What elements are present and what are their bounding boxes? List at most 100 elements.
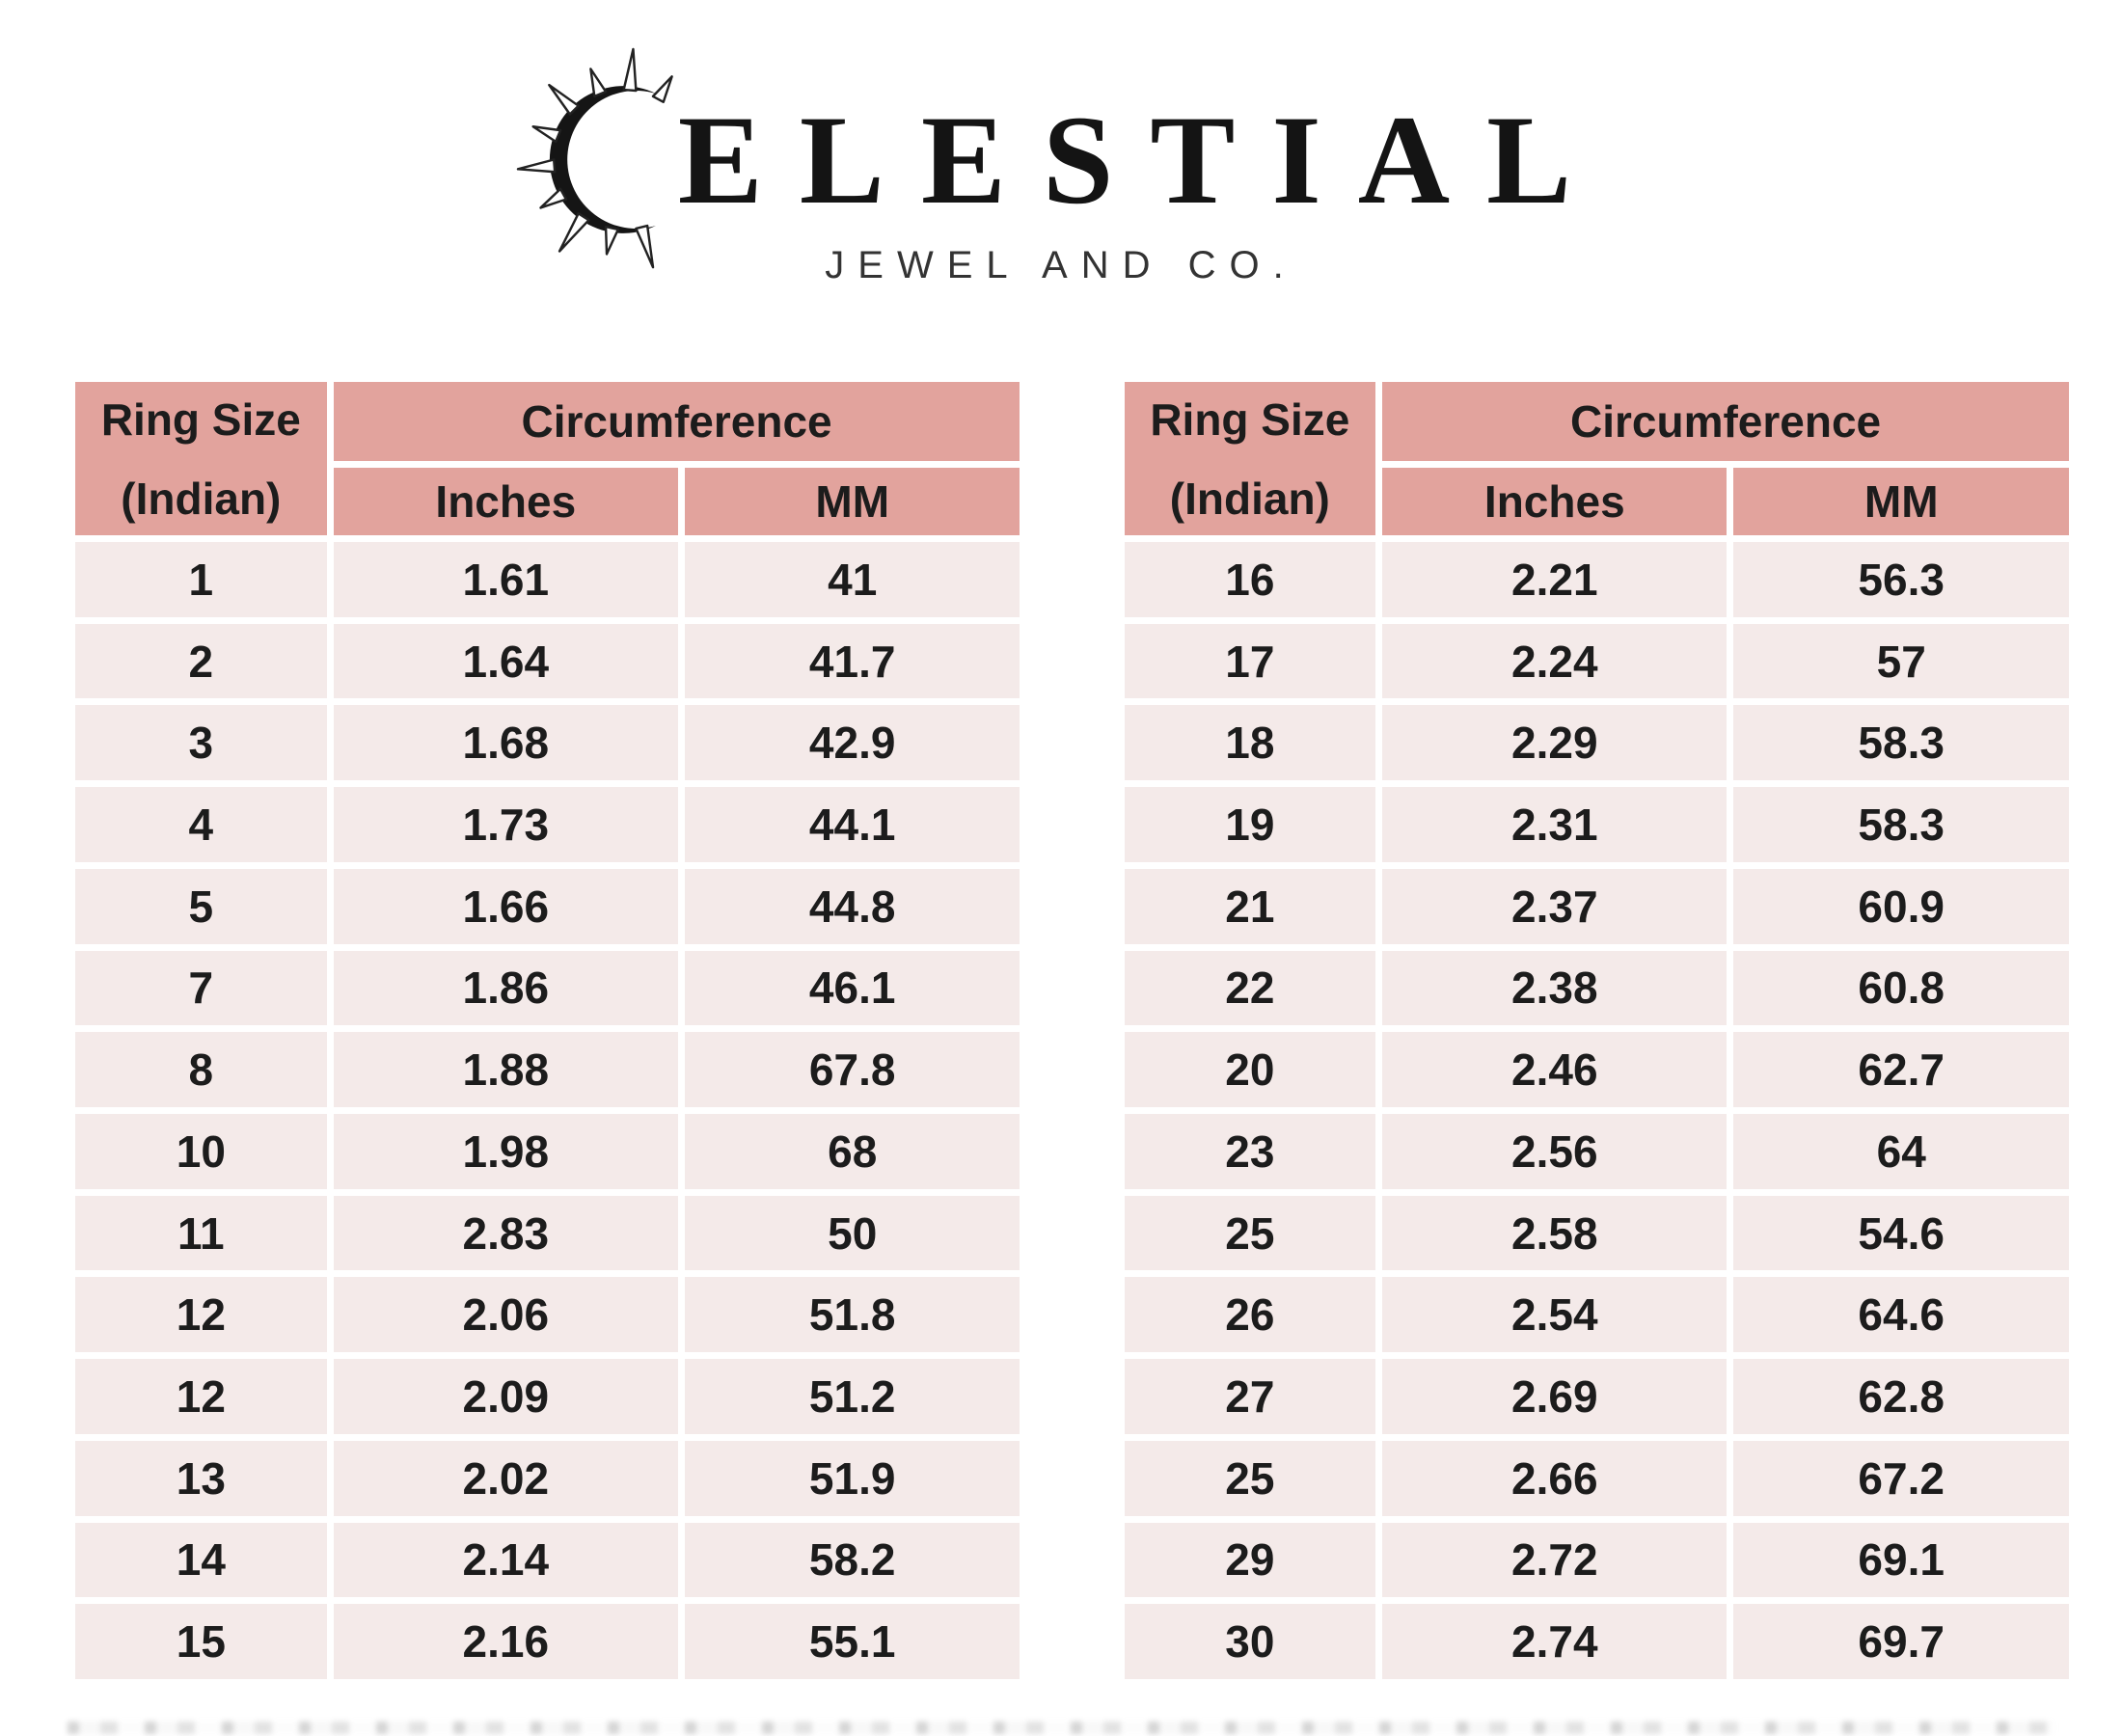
mm-cell: 44.8 — [684, 868, 1020, 944]
mm-cell: 62.7 — [1733, 1032, 2069, 1107]
ring-size-cell: 8 — [75, 1032, 327, 1107]
mm-cell: 54.6 — [1733, 1195, 2069, 1271]
ring-size-table-right: Ring Size (Indian) Circumference Inches … — [1124, 382, 2069, 1679]
ring-size-cell: 25 — [1124, 1195, 1376, 1271]
inches-cell: 2.74 — [1382, 1604, 1728, 1679]
column-header-inches: Inches — [1382, 468, 1728, 535]
mm-cell: 55.1 — [684, 1604, 1020, 1679]
mm-cell: 64.6 — [1733, 1277, 2069, 1353]
ring-size-cell: 13 — [75, 1440, 327, 1516]
inches-cell: 1.64 — [333, 623, 678, 699]
mm-cell: 58.3 — [1733, 705, 2069, 781]
inches-cell: 1.66 — [333, 868, 678, 944]
column-header-ring-size: Ring Size (Indian) — [75, 382, 327, 535]
inches-cell: 1.88 — [333, 1032, 678, 1107]
ring-size-cell: 22 — [1124, 950, 1376, 1026]
column-header-mm: MM — [1733, 468, 2069, 535]
ring-size-cell: 30 — [1124, 1604, 1376, 1679]
inches-cell: 2.24 — [1382, 623, 1728, 699]
inches-cell: 2.56 — [1382, 1114, 1728, 1189]
mm-cell: 51.2 — [684, 1359, 1020, 1434]
brand-subtitle: JEWEL AND CO. — [825, 244, 1297, 286]
inches-cell: 2.09 — [333, 1359, 678, 1434]
ring-size-table-left: Ring Size (Indian) Circumference Inches … — [75, 382, 1020, 1679]
inches-cell: 2.66 — [1382, 1440, 1728, 1516]
inches-cell: 2.72 — [1382, 1522, 1728, 1598]
ring-size-cell: 14 — [75, 1522, 327, 1598]
mm-cell: 60.9 — [1733, 868, 2069, 944]
ring-size-cell: 4 — [75, 787, 327, 862]
inches-cell: 1.68 — [333, 705, 678, 781]
inches-cell: 2.16 — [333, 1604, 678, 1679]
column-header-circumference: Circumference — [1382, 382, 2069, 461]
column-header-ring-size-line1: Ring Size — [1150, 393, 1350, 445]
mm-cell: 44.1 — [684, 787, 1020, 862]
column-header-ring-size-line2: (Indian) — [121, 473, 282, 524]
mm-cell: 58.2 — [684, 1522, 1020, 1598]
brand-logo-row: ELESTIAL — [0, 46, 2122, 273]
mm-cell: 62.8 — [1733, 1359, 2069, 1434]
mm-cell: 67.8 — [684, 1032, 1020, 1107]
inches-cell: 2.54 — [1382, 1277, 1728, 1353]
mm-cell: 51.9 — [684, 1440, 1020, 1516]
ring-size-cell: 20 — [1124, 1032, 1376, 1107]
mm-cell: 50 — [684, 1195, 1020, 1271]
ring-size-cell: 7 — [75, 950, 327, 1026]
ring-size-cell: 1 — [75, 542, 327, 617]
inches-cell: 2.69 — [1382, 1359, 1728, 1434]
column-header-circumference: Circumference — [333, 382, 1020, 461]
cropped-text-artifact — [68, 1722, 2054, 1734]
ring-size-cell: 27 — [1124, 1359, 1376, 1434]
inches-cell: 1.86 — [333, 950, 678, 1026]
ring-size-cell: 18 — [1124, 705, 1376, 781]
mm-cell: 41 — [684, 542, 1020, 617]
inches-cell: 2.29 — [1382, 705, 1728, 781]
inches-cell: 2.31 — [1382, 787, 1728, 862]
ring-size-cell: 16 — [1124, 542, 1376, 617]
inches-cell: 1.73 — [333, 787, 678, 862]
mm-cell: 46.1 — [684, 950, 1020, 1026]
mm-cell: 51.8 — [684, 1277, 1020, 1353]
inches-cell: 2.06 — [333, 1277, 678, 1353]
brand-header: ELESTIAL JEWEL AND CO. — [0, 0, 2122, 287]
inches-cell: 2.02 — [333, 1440, 678, 1516]
ring-size-cell: 26 — [1124, 1277, 1376, 1353]
ring-size-cell: 5 — [75, 868, 327, 944]
inches-cell: 2.58 — [1382, 1195, 1728, 1271]
inches-cell: 1.61 — [333, 542, 678, 617]
ring-size-cell: 12 — [75, 1359, 327, 1434]
mm-cell: 58.3 — [1733, 787, 2069, 862]
mm-cell: 69.7 — [1733, 1604, 2069, 1679]
ring-size-cell: 15 — [75, 1604, 327, 1679]
ring-size-cell: 10 — [75, 1114, 327, 1189]
mm-cell: 56.3 — [1733, 542, 2069, 617]
column-header-ring-size: Ring Size (Indian) — [1124, 382, 1376, 535]
ring-size-cell: 17 — [1124, 623, 1376, 699]
inches-cell: 2.83 — [333, 1195, 678, 1271]
mm-cell: 41.7 — [684, 623, 1020, 699]
inches-cell: 2.46 — [1382, 1032, 1728, 1107]
column-header-ring-size-line1: Ring Size — [100, 393, 301, 445]
mm-cell: 64 — [1733, 1114, 2069, 1189]
ring-size-cell: 11 — [75, 1195, 327, 1271]
mm-cell: 57 — [1733, 623, 2069, 699]
size-tables-container: Ring Size (Indian) Circumference Inches … — [75, 382, 2069, 1679]
ring-size-cell: 25 — [1124, 1440, 1376, 1516]
brand-name: ELESTIAL — [677, 88, 1609, 231]
ring-size-cell: 2 — [75, 623, 327, 699]
inches-cell: 2.21 — [1382, 542, 1728, 617]
ring-size-cell: 23 — [1124, 1114, 1376, 1189]
inches-cell: 2.14 — [333, 1522, 678, 1598]
column-header-inches: Inches — [333, 468, 678, 535]
mm-cell: 69.1 — [1733, 1522, 2069, 1598]
mm-cell: 68 — [684, 1114, 1020, 1189]
mm-cell: 42.9 — [684, 705, 1020, 781]
ring-size-cell: 21 — [1124, 868, 1376, 944]
mm-cell: 67.2 — [1733, 1440, 2069, 1516]
inches-cell: 2.38 — [1382, 950, 1728, 1026]
inches-cell: 2.37 — [1382, 868, 1728, 944]
ring-size-cell: 29 — [1124, 1522, 1376, 1598]
sun-crescent-logo-icon — [516, 47, 673, 269]
ring-size-cell: 12 — [75, 1277, 327, 1353]
